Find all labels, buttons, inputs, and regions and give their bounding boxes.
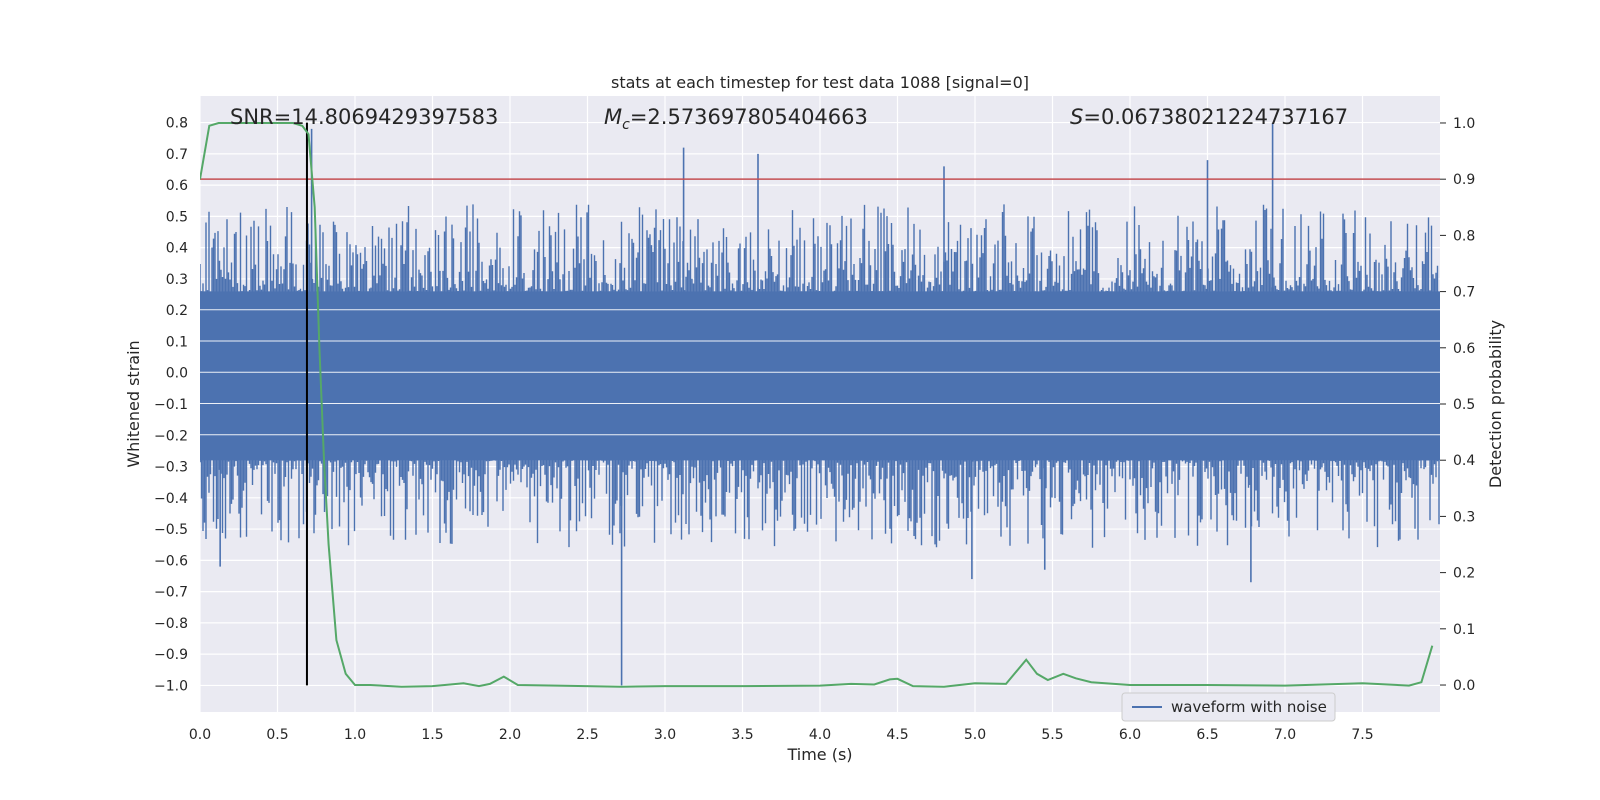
x-tick-label: 0.0 <box>189 727 211 743</box>
y-tick-label: 0.7 <box>166 147 188 163</box>
x-tick-label: 5.0 <box>964 727 986 743</box>
waveform-series <box>200 122 1440 686</box>
y-tick-label: 0.4 <box>166 241 188 257</box>
y2-tick-label: 0.4 <box>1453 453 1475 469</box>
legend-box <box>1121 692 1336 722</box>
snr-annotation: SNR=14.8069429397583 <box>230 105 498 129</box>
x-tick-label: 1.5 <box>421 727 443 743</box>
y-tick-label: 0.8 <box>166 116 188 132</box>
s-value: =0.06738021224737167 <box>1083 105 1348 129</box>
detection-probability-line <box>200 122 1434 688</box>
y2-tick-label: 0.2 <box>1453 566 1475 582</box>
s-annotation: S=0.06738021224737167 <box>1070 105 1348 129</box>
y-tick-label: −0.2 <box>154 428 188 444</box>
y-tick-label: −1.0 <box>154 678 188 694</box>
x-tick-label: 0.5 <box>266 727 288 743</box>
overlay-series <box>200 122 1440 688</box>
y-tick-label: 0.1 <box>166 334 188 350</box>
x-tick-label: 6.5 <box>1196 727 1218 743</box>
y2-tick-label: 0.6 <box>1453 341 1475 357</box>
y-tick-label: 0.5 <box>166 209 188 225</box>
y2-tick-label: 0.1 <box>1453 622 1475 638</box>
s-symbol: S <box>1070 105 1083 129</box>
y2-tick-label: 0.5 <box>1453 397 1475 413</box>
y-tick-label: −0.8 <box>154 616 188 632</box>
chirp-mass-annotation: Mc=2.573697805404663 <box>604 105 868 133</box>
y-tick-label: −0.6 <box>154 553 188 569</box>
y2-tick-label: 0.0 <box>1453 678 1475 694</box>
y2-tick-labels: 1.0 0.9 0.8 0.7 0.6 0.5 0.4 0.3 0.2 0.1 0.0 <box>1440 116 1475 694</box>
y-tick-label: −0.5 <box>154 522 188 538</box>
y-tick-label: −0.1 <box>154 397 188 413</box>
mc-value: =2.573697805404663 <box>630 105 868 129</box>
x-tick-label: 3.0 <box>654 727 676 743</box>
x-tick-label: 2.0 <box>499 727 521 743</box>
x-tick-label: 5.5 <box>1041 727 1063 743</box>
x-axis-label: Time (s) <box>786 745 852 764</box>
chart-title: stats at each timestep for test data 108… <box>611 73 1029 92</box>
x-tick-label: 3.5 <box>731 727 753 743</box>
legend-label-waveform: waveform with noise <box>1171 698 1327 716</box>
band-gridlines <box>200 309 1440 436</box>
y-tick-labels: 0.8 0.7 0.6 0.5 0.4 0.3 0.2 0.1 0.0 −0.1 −0.2 −0.3 −… <box>154 116 188 695</box>
y-tick-label: −0.3 <box>154 460 188 476</box>
x-tick-label: 4.5 <box>886 727 908 743</box>
y-axis-label: Whitened strain <box>124 340 143 467</box>
x-tick-label: 7.0 <box>1274 727 1296 743</box>
y2-tick-label: 0.8 <box>1453 228 1475 244</box>
mc-symbol: M <box>604 105 622 129</box>
y2-tick-label: 1.0 <box>1453 116 1475 132</box>
y-tick-label: 0.2 <box>166 303 188 319</box>
y2-tick-label: 0.9 <box>1453 172 1475 188</box>
y-tick-label: 0.3 <box>166 272 188 288</box>
x-tick-label: 1.0 <box>344 727 366 743</box>
x-tick-label: 4.0 <box>809 727 831 743</box>
y2-axis-label: Detection probability <box>1486 320 1505 488</box>
mc-subscript: c <box>622 117 630 133</box>
y-tick-label: −0.7 <box>154 585 188 601</box>
x-tick-label: 6.0 <box>1119 727 1141 743</box>
legend: waveform with noise <box>1121 692 1336 722</box>
y-tick-label: −0.9 <box>154 647 188 663</box>
y2-tick-label: 0.7 <box>1453 285 1475 301</box>
x-tick-label: 2.5 <box>576 727 598 743</box>
y-tick-label: 0.0 <box>166 366 188 382</box>
x-tick-label: 7.5 <box>1351 727 1373 743</box>
x-tick-labels: 0.0 0.5 1.0 1.5 2.0 2.5 3.0 3.5 4.0 4.5 5.0 5.5 6.0 6… <box>189 727 1374 743</box>
y-tick-label: −0.4 <box>154 491 188 507</box>
y-tick-label: 0.6 <box>166 178 188 194</box>
y2-tick-label: 0.3 <box>1453 509 1475 525</box>
waveform-noise <box>200 204 1440 548</box>
